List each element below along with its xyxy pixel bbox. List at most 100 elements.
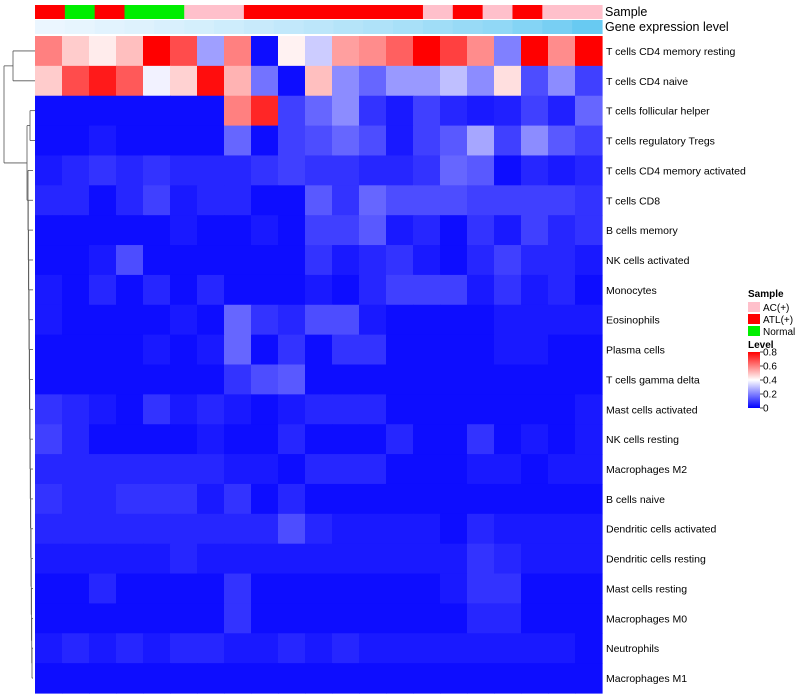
row-label: T cells gamma delta [606, 374, 700, 386]
heatmap-cell [494, 304, 522, 336]
heatmap-cell [62, 454, 90, 485]
row-labels: T cells CD4 memory resting T cells CD4 na… [606, 46, 746, 685]
heatmap-cell [89, 245, 117, 276]
heatmap-cell [62, 65, 90, 97]
heatmap-cell [197, 394, 225, 425]
heatmap-cell [197, 663, 225, 694]
heatmap-cell [440, 603, 468, 634]
heatmap-cell [467, 125, 495, 157]
sample-annotation-label: Sample [605, 5, 647, 19]
heatmap-cell [278, 155, 306, 186]
sample-annotation-cell [35, 5, 66, 19]
heatmap-cell [305, 215, 333, 246]
heatmap-cell [332, 603, 360, 634]
legend-tick-label: 0 [763, 404, 769, 415]
heatmap-cell [62, 215, 90, 246]
heatmap-cell [116, 364, 144, 395]
heatmap-cell [575, 603, 603, 634]
heatmap-cell [494, 215, 522, 246]
heatmap-cell [467, 95, 495, 127]
heatmap-cell [332, 663, 360, 694]
row-label: Mast cells resting [606, 584, 687, 596]
heatmap-cell [224, 125, 252, 157]
heatmap-cell [170, 364, 198, 395]
heatmap-cell [440, 274, 468, 306]
heatmap-cell [521, 334, 549, 366]
heatmap-cell [116, 245, 144, 276]
heatmap-cell [170, 543, 198, 575]
heatmap-cell [143, 215, 171, 246]
heatmap-cell [359, 95, 387, 127]
heatmap-cell [575, 334, 603, 366]
legend: Sample AC(+)ATL(+)Normal Level 0.8 0.6 0.4… [748, 289, 795, 415]
heatmap-cell [440, 36, 468, 67]
heatmap-cell [494, 95, 522, 127]
row-label: Mast cells activated [606, 404, 698, 416]
heatmap-cell [521, 274, 549, 306]
heatmap-cell [440, 424, 468, 455]
heatmap-cell [116, 483, 144, 515]
gene-expression-cell [154, 20, 185, 34]
legend-swatch [748, 326, 760, 336]
heatmap-cell [62, 274, 90, 306]
heatmap-cell [62, 245, 90, 276]
heatmap-cell [413, 274, 441, 306]
heatmap-cell [197, 483, 225, 515]
heatmap-cell [170, 95, 198, 127]
heatmap-cell [305, 155, 333, 186]
gene-expression-cell [512, 20, 543, 34]
heatmap-cell [440, 155, 468, 186]
heatmap-cell [332, 125, 360, 157]
heatmap-cell [386, 663, 414, 694]
heatmap-cell [359, 36, 387, 67]
heatmap-cell [278, 663, 306, 694]
heatmap-cell [116, 334, 144, 366]
heatmap-cell [575, 125, 603, 157]
heatmap-cell [305, 424, 333, 455]
heatmap-cell [89, 95, 117, 127]
heatmap-cell [494, 603, 522, 634]
heatmap-cell [521, 185, 549, 216]
heatmap-cell [548, 483, 576, 515]
heatmap-cell [467, 573, 495, 605]
heatmap-cell [440, 245, 468, 276]
heatmap-cell [305, 543, 333, 575]
heatmap-cell [386, 573, 414, 605]
heatmap-cell [89, 424, 117, 455]
heatmap-cell [305, 36, 333, 67]
heatmap-cell [575, 424, 603, 455]
heatmap-cell [251, 424, 279, 455]
heatmap-cell [251, 394, 279, 425]
heatmap-cell [89, 364, 117, 395]
legend-sample-items: AC(+)ATL(+)Normal [748, 302, 795, 338]
heatmap-cell [440, 663, 468, 694]
heatmap-cell [467, 483, 495, 515]
heatmap-cell [62, 155, 90, 186]
heatmap-cell [332, 65, 360, 97]
heatmap-cell [278, 185, 306, 216]
sample-annotation-cell [572, 5, 603, 19]
heatmap-cell [575, 364, 603, 395]
heatmap-cell [224, 274, 252, 306]
heatmap-cell [548, 65, 576, 97]
heatmap-cell [116, 125, 144, 157]
heatmap-cell [494, 274, 522, 306]
heatmap-cell [548, 513, 576, 545]
heatmap-cell [386, 364, 414, 395]
heatmap-cell [359, 334, 387, 366]
gene-expression-cell [273, 20, 305, 34]
gene-expression-cell [124, 20, 155, 34]
row-label: T cells CD4 naive [606, 76, 688, 88]
heatmap-cell [548, 663, 576, 694]
row-dendrogram [3, 50, 35, 679]
sample-annotation-bar [35, 5, 603, 19]
heatmap-cell [332, 215, 360, 246]
heatmap-cell [35, 483, 63, 515]
heatmap-cell [575, 513, 603, 545]
heatmap-cell [467, 633, 495, 664]
row-label: T cells regulatory Tregs [606, 136, 715, 148]
heatmap-cell [386, 95, 414, 127]
heatmap-cell [197, 274, 225, 306]
gene-expression-cell [422, 20, 454, 34]
